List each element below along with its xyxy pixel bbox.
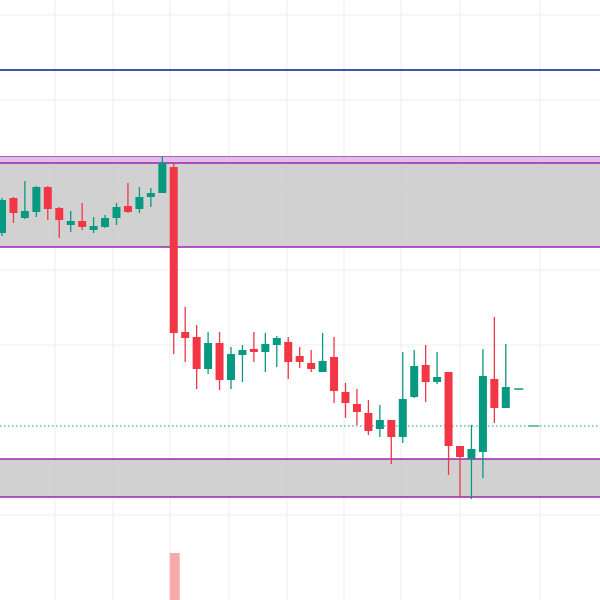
candles (0, 156, 510, 499)
candle-body-down (295, 356, 304, 362)
candle-body-up (20, 211, 29, 218)
candle-body-down (341, 392, 350, 403)
candle-body-down (43, 187, 52, 209)
upper-zone-top-band (0, 157, 600, 163)
candle-body-down (78, 221, 87, 227)
candle-body-down (364, 413, 373, 431)
candle-body-down (307, 363, 316, 369)
candle-body-down (490, 379, 499, 408)
volume-bars (169, 553, 180, 600)
candle-body-up (501, 387, 510, 408)
lower-zone (0, 459, 600, 497)
candle-body-up (272, 338, 281, 345)
candle-body-down (249, 349, 258, 352)
candle-body-up (433, 377, 442, 382)
candle-body-down (55, 208, 64, 220)
candle-body-up (66, 221, 75, 225)
candle-body-down (387, 420, 396, 437)
candle-body-down (444, 372, 453, 446)
zones (0, 156, 600, 498)
candle-body-up (135, 197, 144, 209)
level-lines (0, 69, 600, 427)
candle-body-up (0, 200, 6, 233)
candle-body-down (284, 342, 293, 362)
candle-body-up (158, 163, 167, 193)
candle-body-up (318, 361, 327, 372)
candle-body-down (215, 343, 224, 380)
candle-body-up (204, 343, 213, 369)
candle-body-down (352, 404, 361, 412)
candle-body-up (467, 449, 476, 459)
candle-body-down (123, 206, 132, 212)
candle-body-down (9, 198, 18, 213)
candle-body-up (101, 218, 110, 227)
candle-body-down (181, 332, 190, 338)
volume-bar (169, 553, 180, 600)
candle-body-up (112, 207, 121, 218)
candle-body-up (410, 366, 419, 397)
candle-body-up (146, 193, 155, 197)
candle-body-up (238, 350, 247, 355)
upper-zone (0, 157, 600, 247)
candle-body-up (398, 399, 407, 437)
candle-body-down (192, 337, 201, 369)
candle-body-up (227, 354, 235, 380)
candle-body-down (421, 365, 430, 382)
candle-body-up (261, 344, 270, 352)
candle-body-up (375, 420, 384, 429)
candle-body-down (330, 357, 339, 391)
candle-body-down (456, 446, 464, 457)
candle-body-up (89, 226, 98, 230)
candle-body-up (478, 376, 487, 452)
candle-body-down (169, 167, 178, 333)
candle-body-up (32, 187, 41, 212)
